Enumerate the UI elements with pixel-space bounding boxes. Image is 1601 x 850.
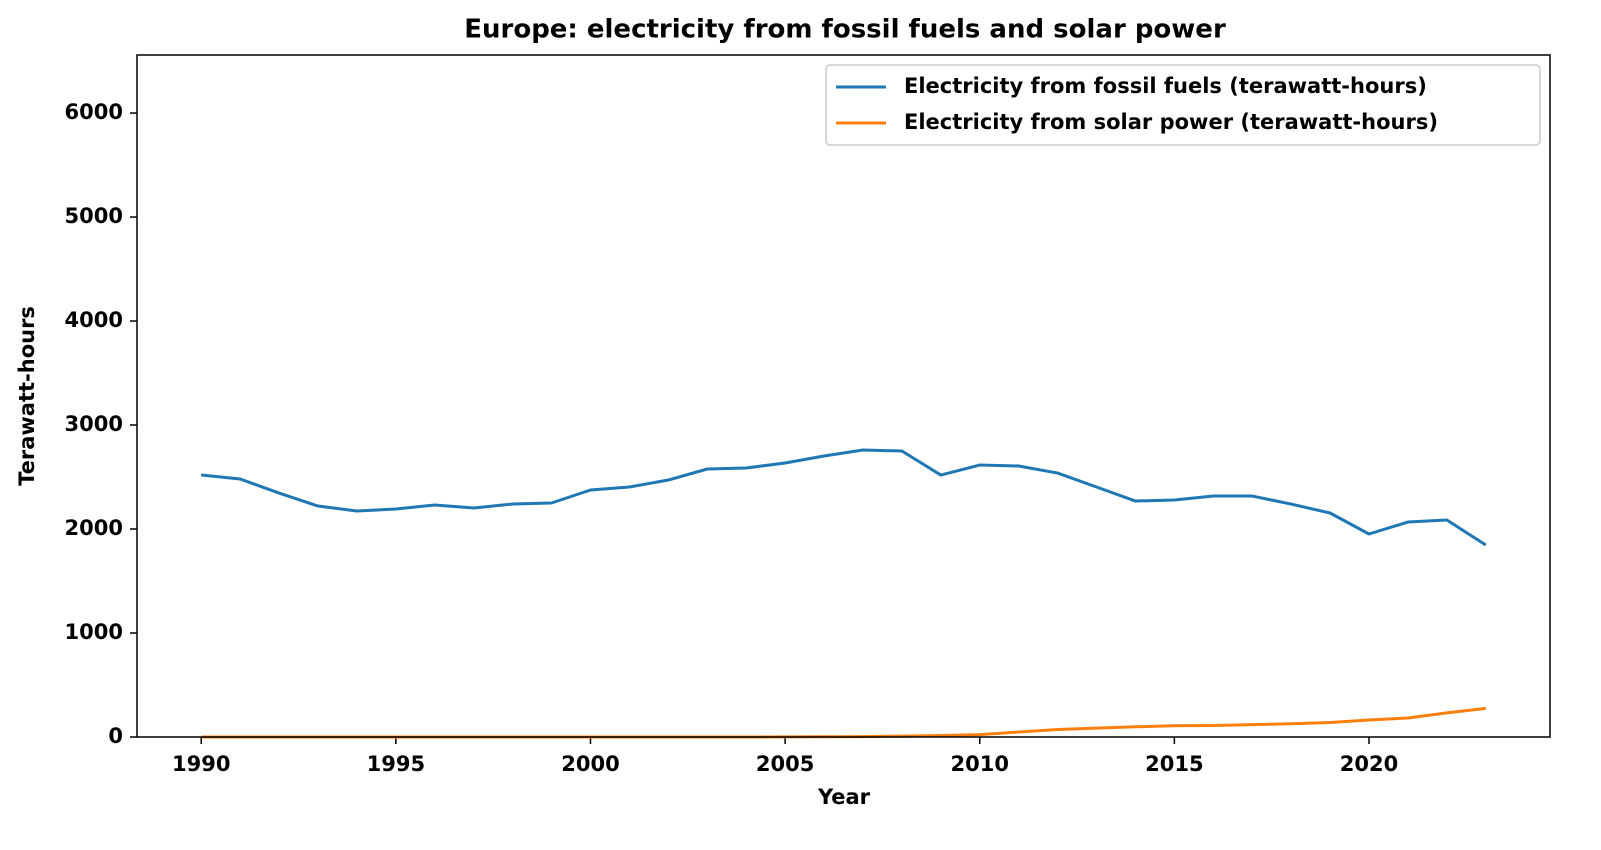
y-tick-label: 1000 (65, 620, 123, 644)
y-tick-label: 4000 (65, 308, 123, 332)
y-axis-label: Terawatt-hours (15, 306, 39, 486)
x-tick-label: 1990 (172, 752, 230, 776)
y-tick-label: 6000 (65, 100, 123, 124)
legend-box (825, 64, 1541, 146)
x-axis-label: Year (817, 785, 871, 809)
x-tick-label: 2020 (1340, 752, 1398, 776)
y-tick-label: 2000 (65, 516, 123, 540)
legend-label: Electricity from fossil fuels (terawatt-… (904, 74, 1427, 98)
x-tick-label: 2010 (951, 752, 1009, 776)
series-line (201, 706, 1486, 739)
x-tick-label: 1995 (367, 752, 425, 776)
x-tick-label: 2000 (561, 752, 619, 776)
x-tick-label: 2005 (756, 752, 814, 776)
legend-label: Electricity from solar power (terawatt-h… (904, 110, 1438, 134)
y-tick-label: 5000 (65, 204, 123, 228)
series-line (201, 448, 1487, 547)
y-tick-label: 3000 (65, 412, 123, 436)
y-tick-label: 0 (108, 724, 123, 748)
plot-frame (136, 54, 1551, 738)
chart-title: Europe: electricity from fossil fuels an… (464, 15, 1226, 45)
x-tick-label: 2015 (1145, 752, 1203, 776)
